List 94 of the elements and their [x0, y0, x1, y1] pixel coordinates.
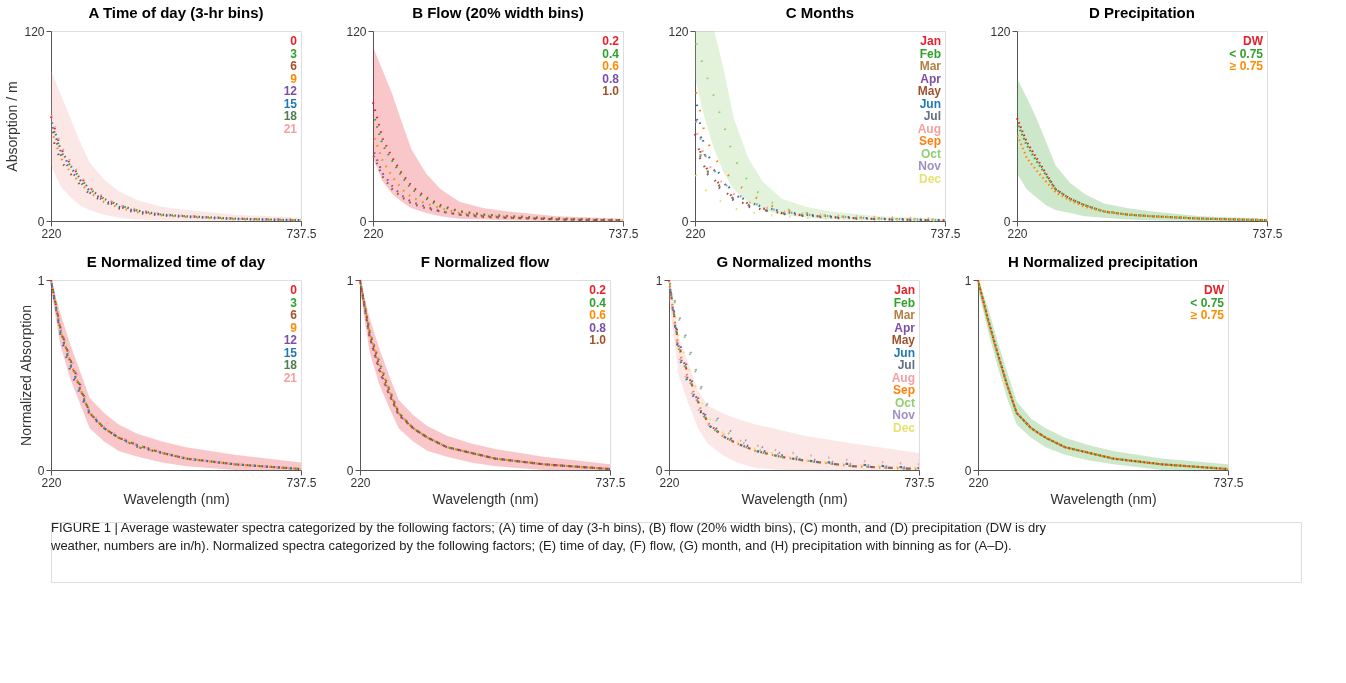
text: Jan: [894, 283, 915, 297]
x-tick-label: 737.5: [904, 475, 935, 490]
caption: FIGURE 1 | Average wastewater spectra categorized by the following factors; (A) time of day (3-h bins), (B) flow (20% width bins), (C) month, and (D) precipitation (DW is dry weather, numbers are in/h). Normalized spectra categorized by the following factors; (E) time of day, (F) flow, (G) month, and (H) precipitation with binning as for (A–D).: [50, 520, 1047, 553]
text: 0: [290, 283, 298, 297]
text: 12: [283, 333, 298, 347]
text: Nov: [892, 408, 916, 422]
text: DW: [1204, 283, 1225, 297]
text: Dec: [918, 171, 942, 186]
y-tick-label: 120: [24, 24, 45, 39]
text: 9: [290, 71, 298, 86]
text: 1.0: [602, 84, 620, 98]
y-axis-title: Normalized Absorption: [17, 305, 34, 446]
chart-title: H Normalized precipitation: [1007, 253, 1199, 270]
y-tick-label: 120: [346, 24, 367, 39]
x-tick-label: 737.5: [930, 226, 961, 241]
text: Mar: [919, 59, 942, 73]
text: May: [891, 333, 916, 347]
text: Feb: [893, 295, 915, 310]
x-tick-label: 220: [968, 475, 989, 490]
x-axis-title: Wavelength (nm): [741, 490, 848, 507]
y-tick-label: 1: [346, 273, 354, 288]
chart-title: A Time of day (3-hr bins): [88, 4, 264, 21]
text: < 0.75: [1190, 295, 1225, 310]
text: 0.6: [602, 59, 620, 73]
x-tick-label: 737.5: [1252, 226, 1283, 241]
chart-title: G Normalized months: [716, 253, 872, 270]
text: Sep: [918, 134, 941, 148]
text: Apr: [894, 320, 916, 335]
y-tick-label: 1: [37, 273, 45, 288]
y-tick-label: 0: [37, 463, 45, 478]
x-tick-label: 737.5: [286, 475, 317, 490]
text: Jan: [920, 34, 941, 48]
y-tick-label: 0: [37, 214, 45, 229]
x-tick-label: 737.5: [1213, 475, 1244, 490]
x-axis-title: Wavelength (nm): [123, 490, 230, 507]
text: 0.6: [589, 308, 607, 322]
text: 0.8: [602, 71, 620, 86]
text: ≥ 0.75: [1190, 308, 1225, 322]
text: 12: [283, 84, 298, 98]
text: Aug: [917, 121, 941, 136]
text: 15: [283, 96, 298, 111]
chart-title: B Flow (20% width bins): [412, 4, 584, 21]
y-tick-label: 120: [668, 24, 689, 39]
text: Apr: [920, 71, 942, 86]
chart-title: E Normalized time of day: [86, 253, 266, 270]
chart-title: D Precipitation: [1089, 4, 1195, 21]
text: 0.4: [602, 46, 620, 61]
text: 0.4: [589, 295, 607, 310]
text: 21: [283, 121, 298, 136]
text: 0.2: [602, 34, 620, 48]
x-axis-title: Wavelength (nm): [432, 490, 539, 507]
chart-title: C Months: [785, 4, 855, 21]
x-tick-label: 737.5: [286, 226, 317, 241]
text: < 0.75: [1229, 46, 1264, 61]
text: 0: [290, 34, 298, 48]
y-tick-label: 120: [990, 24, 1011, 39]
text: May: [917, 84, 942, 98]
text: 0.2: [589, 283, 607, 297]
x-tick-label: 737.5: [595, 475, 626, 490]
text: 21: [283, 370, 298, 385]
x-tick-label: 737.5: [608, 226, 639, 241]
text: 0.8: [589, 320, 607, 335]
text: Sep: [892, 383, 915, 397]
text: 9: [290, 320, 298, 335]
y-tick-label: 0: [346, 463, 354, 478]
text: Nov: [918, 159, 942, 173]
x-axis-title: Wavelength (nm): [1050, 490, 1157, 507]
x-tick-label: 220: [41, 226, 62, 241]
text: DW: [1243, 34, 1264, 48]
x-tick-label: 220: [350, 475, 371, 490]
text: ≥ 0.75: [1229, 59, 1264, 73]
y-tick-label: 1: [964, 273, 972, 288]
text: Aug: [891, 370, 915, 385]
x-tick-label: 220: [363, 226, 384, 241]
text: 18: [283, 358, 298, 372]
text: 1.0: [589, 333, 607, 347]
y-tick-label: 1: [655, 273, 663, 288]
text: Dec: [892, 420, 916, 435]
text: 3: [290, 46, 298, 61]
x-tick-label: 220: [1007, 226, 1028, 241]
text: Mar: [893, 308, 916, 322]
y-axis-title: Absorption / m: [4, 81, 21, 172]
text: Jul: [923, 109, 941, 123]
text: 18: [283, 109, 298, 123]
x-tick-label: 220: [685, 226, 706, 241]
x-tick-label: 220: [659, 475, 680, 490]
text: 15: [283, 345, 298, 360]
text: 3: [290, 295, 298, 310]
text: 6: [290, 59, 298, 73]
x-tick-label: 220: [41, 475, 62, 490]
text: Feb: [919, 46, 941, 61]
chart-title: F Normalized flow: [420, 253, 550, 270]
text: Jul: [897, 358, 915, 372]
text: 6: [290, 308, 298, 322]
